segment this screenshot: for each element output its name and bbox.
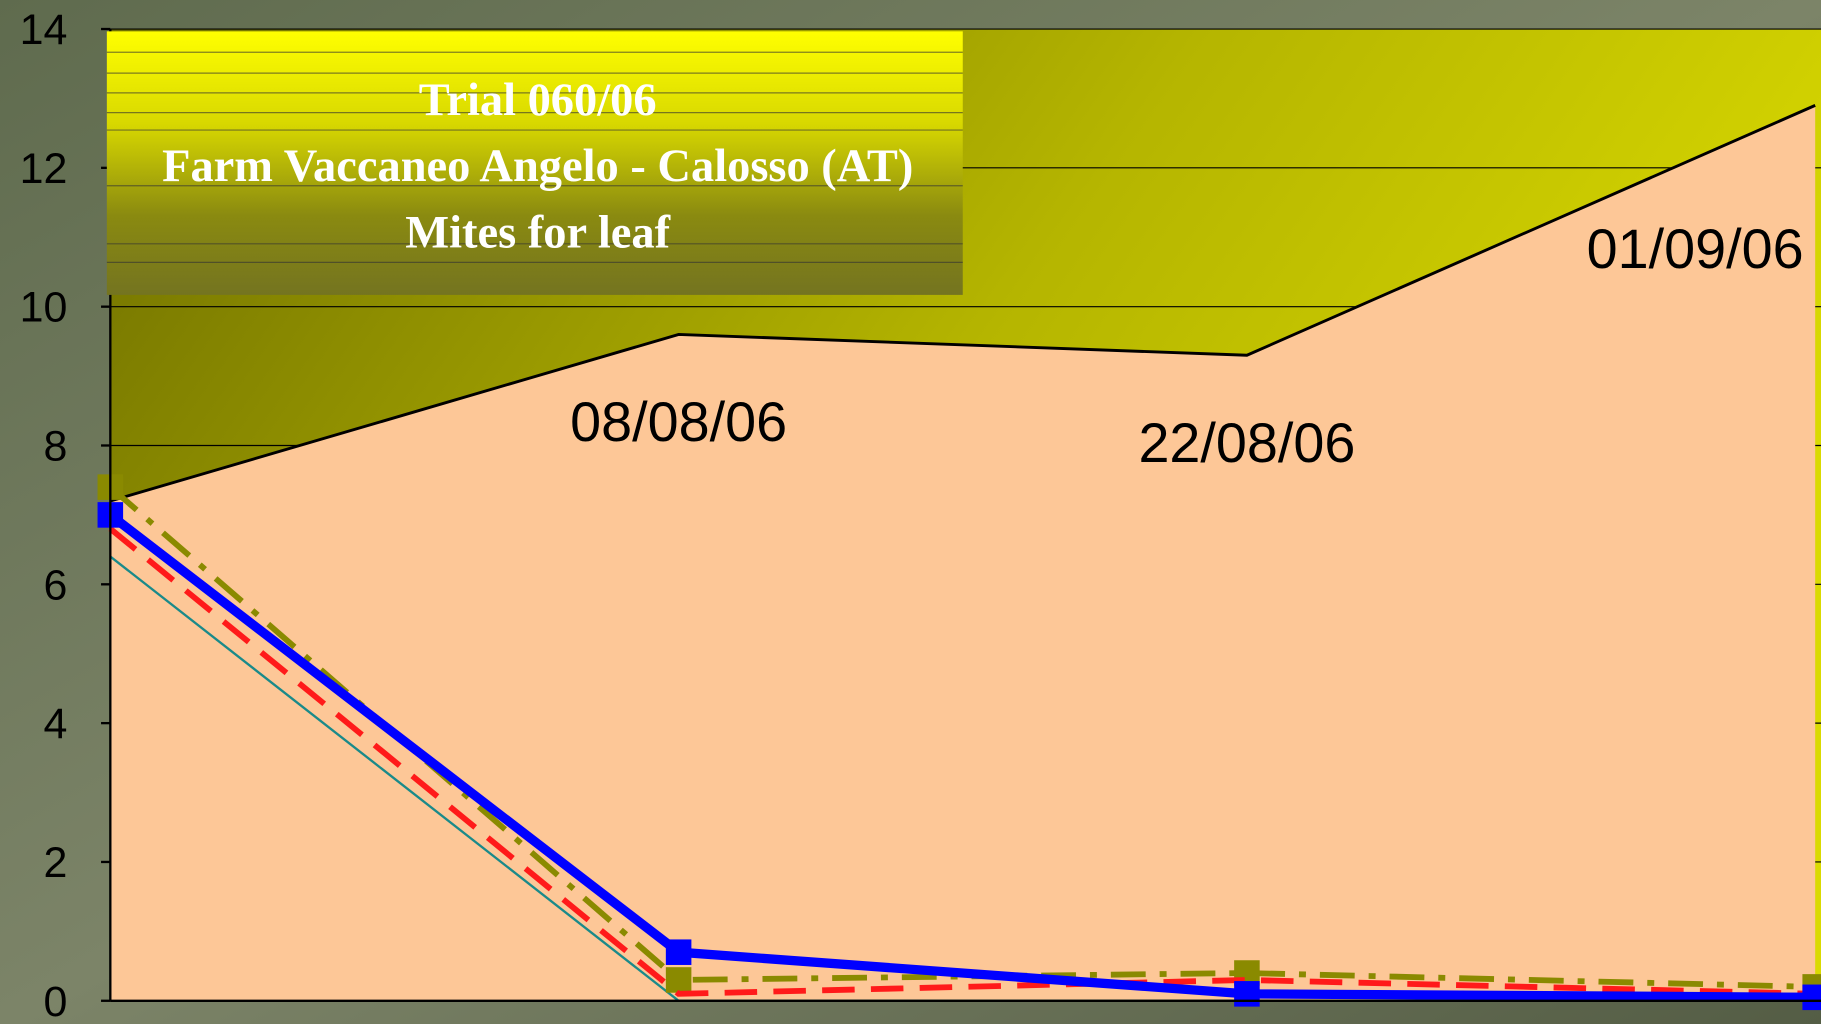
y-tick-label: 12 — [20, 145, 68, 193]
marker — [1234, 981, 1260, 1007]
y-tick-label: 0 — [43, 978, 67, 1024]
marker — [665, 967, 692, 993]
title-box — [106, 31, 963, 295]
chart-title: Trial 060/06 — [419, 75, 657, 126]
y-tick-label: 4 — [43, 700, 67, 748]
series-line — [108, 526, 1816, 997]
category-label: 01/09/06 — [1587, 218, 1804, 280]
y-tick-label: 10 — [20, 284, 68, 332]
y-tick-label: 8 — [43, 423, 67, 471]
marker — [1802, 984, 1821, 1011]
marker — [665, 939, 692, 965]
y-tick-label: 2 — [43, 839, 67, 887]
category-label: 08/08/06 — [570, 391, 787, 453]
y-tick-label: 14 — [20, 6, 68, 54]
series-line — [107, 511, 1816, 1002]
category-label: 22/08/06 — [1138, 412, 1355, 474]
area — [110, 105, 1816, 1001]
y-tick-label: 6 — [43, 561, 67, 609]
chart-title: Mites for leaf — [405, 207, 670, 258]
chart-title: Farm Vaccaneo Angelo - Calosso (AT) — [162, 141, 913, 192]
area-edge — [109, 104, 1816, 503]
